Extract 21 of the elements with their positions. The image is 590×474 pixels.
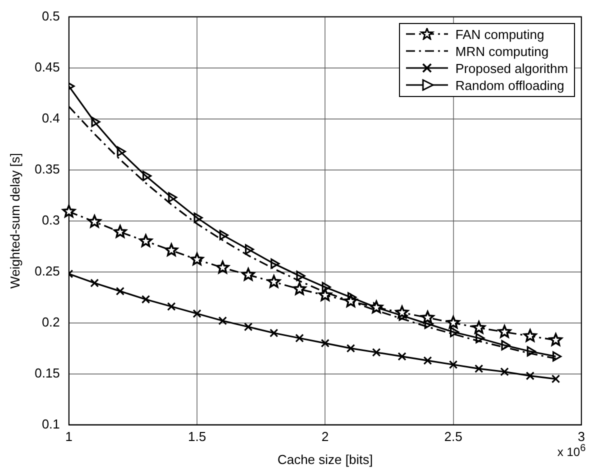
y-axis-title: Weighted-sum delay [s]	[7, 152, 22, 289]
y-tick-label: 0.15	[34, 365, 60, 380]
legend-label: Random offloading	[455, 76, 564, 94]
y-tick-label: 0.25	[34, 263, 60, 278]
x-tick-label: 2	[322, 429, 329, 444]
x-tick-label: 3	[578, 429, 585, 444]
x-tick-label: 1	[65, 429, 73, 444]
x-tick-label: 2.5	[444, 429, 462, 444]
legend-label: FAN computing	[455, 26, 544, 43]
x-axis-title: Cache size [bits]	[277, 452, 373, 467]
y-tick-label: 0.3	[42, 212, 60, 228]
x-tick-label: 1.5	[188, 429, 206, 444]
y-tick-label: 0.4	[42, 110, 60, 126]
y-tick-label: 0.45	[34, 59, 60, 74]
text: x 10$^{6}$	[557, 442, 586, 459]
y-tick-label: 0.2	[42, 314, 60, 330]
legend-label: Proposed algorithm	[455, 60, 568, 77]
legend-label: MRN computing	[455, 42, 549, 60]
y-tick-label: 0.1	[42, 416, 60, 432]
y-tick-label: 0.5	[42, 8, 60, 24]
y-tick-label: 0.35	[34, 161, 60, 176]
